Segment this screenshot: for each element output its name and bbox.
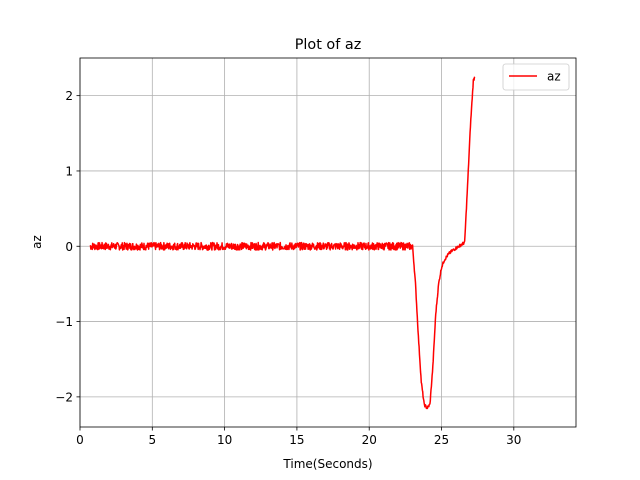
y-tick-label: −2 <box>55 390 73 404</box>
y-axis-label: az <box>30 235 44 249</box>
x-tick-label: 30 <box>506 433 521 447</box>
axes-frame <box>79 57 577 428</box>
x-axis-label: Time(Seconds) <box>282 457 372 471</box>
x-tick-label: 0 <box>76 433 84 447</box>
x-tick-label: 15 <box>289 433 304 447</box>
x-tick-label: 5 <box>148 433 156 447</box>
y-tick-label: 0 <box>65 240 73 254</box>
legend-label: az <box>547 70 561 84</box>
x-tick-label: 25 <box>434 433 449 447</box>
y-tick-label: 2 <box>65 89 73 103</box>
x-tick-label: 10 <box>217 433 232 447</box>
x-tick-label: 20 <box>362 433 377 447</box>
az-series-line <box>89 76 476 410</box>
chart-title: Plot of az <box>295 37 362 53</box>
y-tick-label: 1 <box>65 164 73 178</box>
legend: az <box>502 63 570 91</box>
y-tick-label: −1 <box>55 315 73 329</box>
plot-area: 0 5 10 15 20 25 30 −2 −1 0 1 2 <box>55 57 577 447</box>
legend-box <box>502 63 570 91</box>
